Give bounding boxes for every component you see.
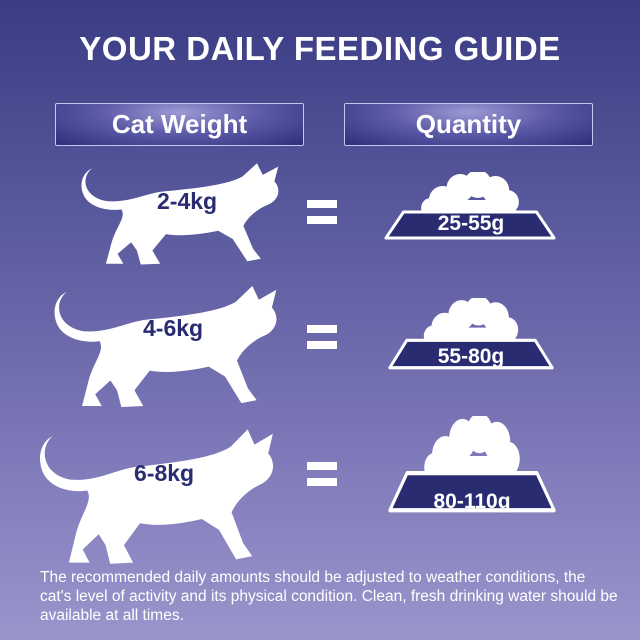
food-bowl-icon [386,298,556,372]
cat-weight-value: 6-8kg [134,460,195,486]
food-bowl-icon [386,416,558,516]
quantity-value: 55-80g [437,345,505,368]
equals-icon [307,462,337,486]
cat-silhouette-icon [30,425,282,567]
food-bowl-icon [382,172,558,242]
equals-icon [307,325,337,349]
quantity-header: Quantity [344,103,593,146]
cat-weight-value: 4-6kg [143,315,204,341]
cat-silhouette-icon [73,160,286,267]
quantity-value: 25-55g [437,212,505,235]
feeding-note: The recommended daily amounts should be … [40,569,618,624]
cat-silhouette-icon [45,282,285,410]
page-title: YOUR DAILY FEEDING GUIDE [79,30,561,67]
quantity-value: 80-110g [433,490,511,513]
cat-weight-header: Cat Weight [55,103,304,146]
cat-weight-value: 2-4kg [157,188,218,214]
equals-icon [307,200,337,224]
